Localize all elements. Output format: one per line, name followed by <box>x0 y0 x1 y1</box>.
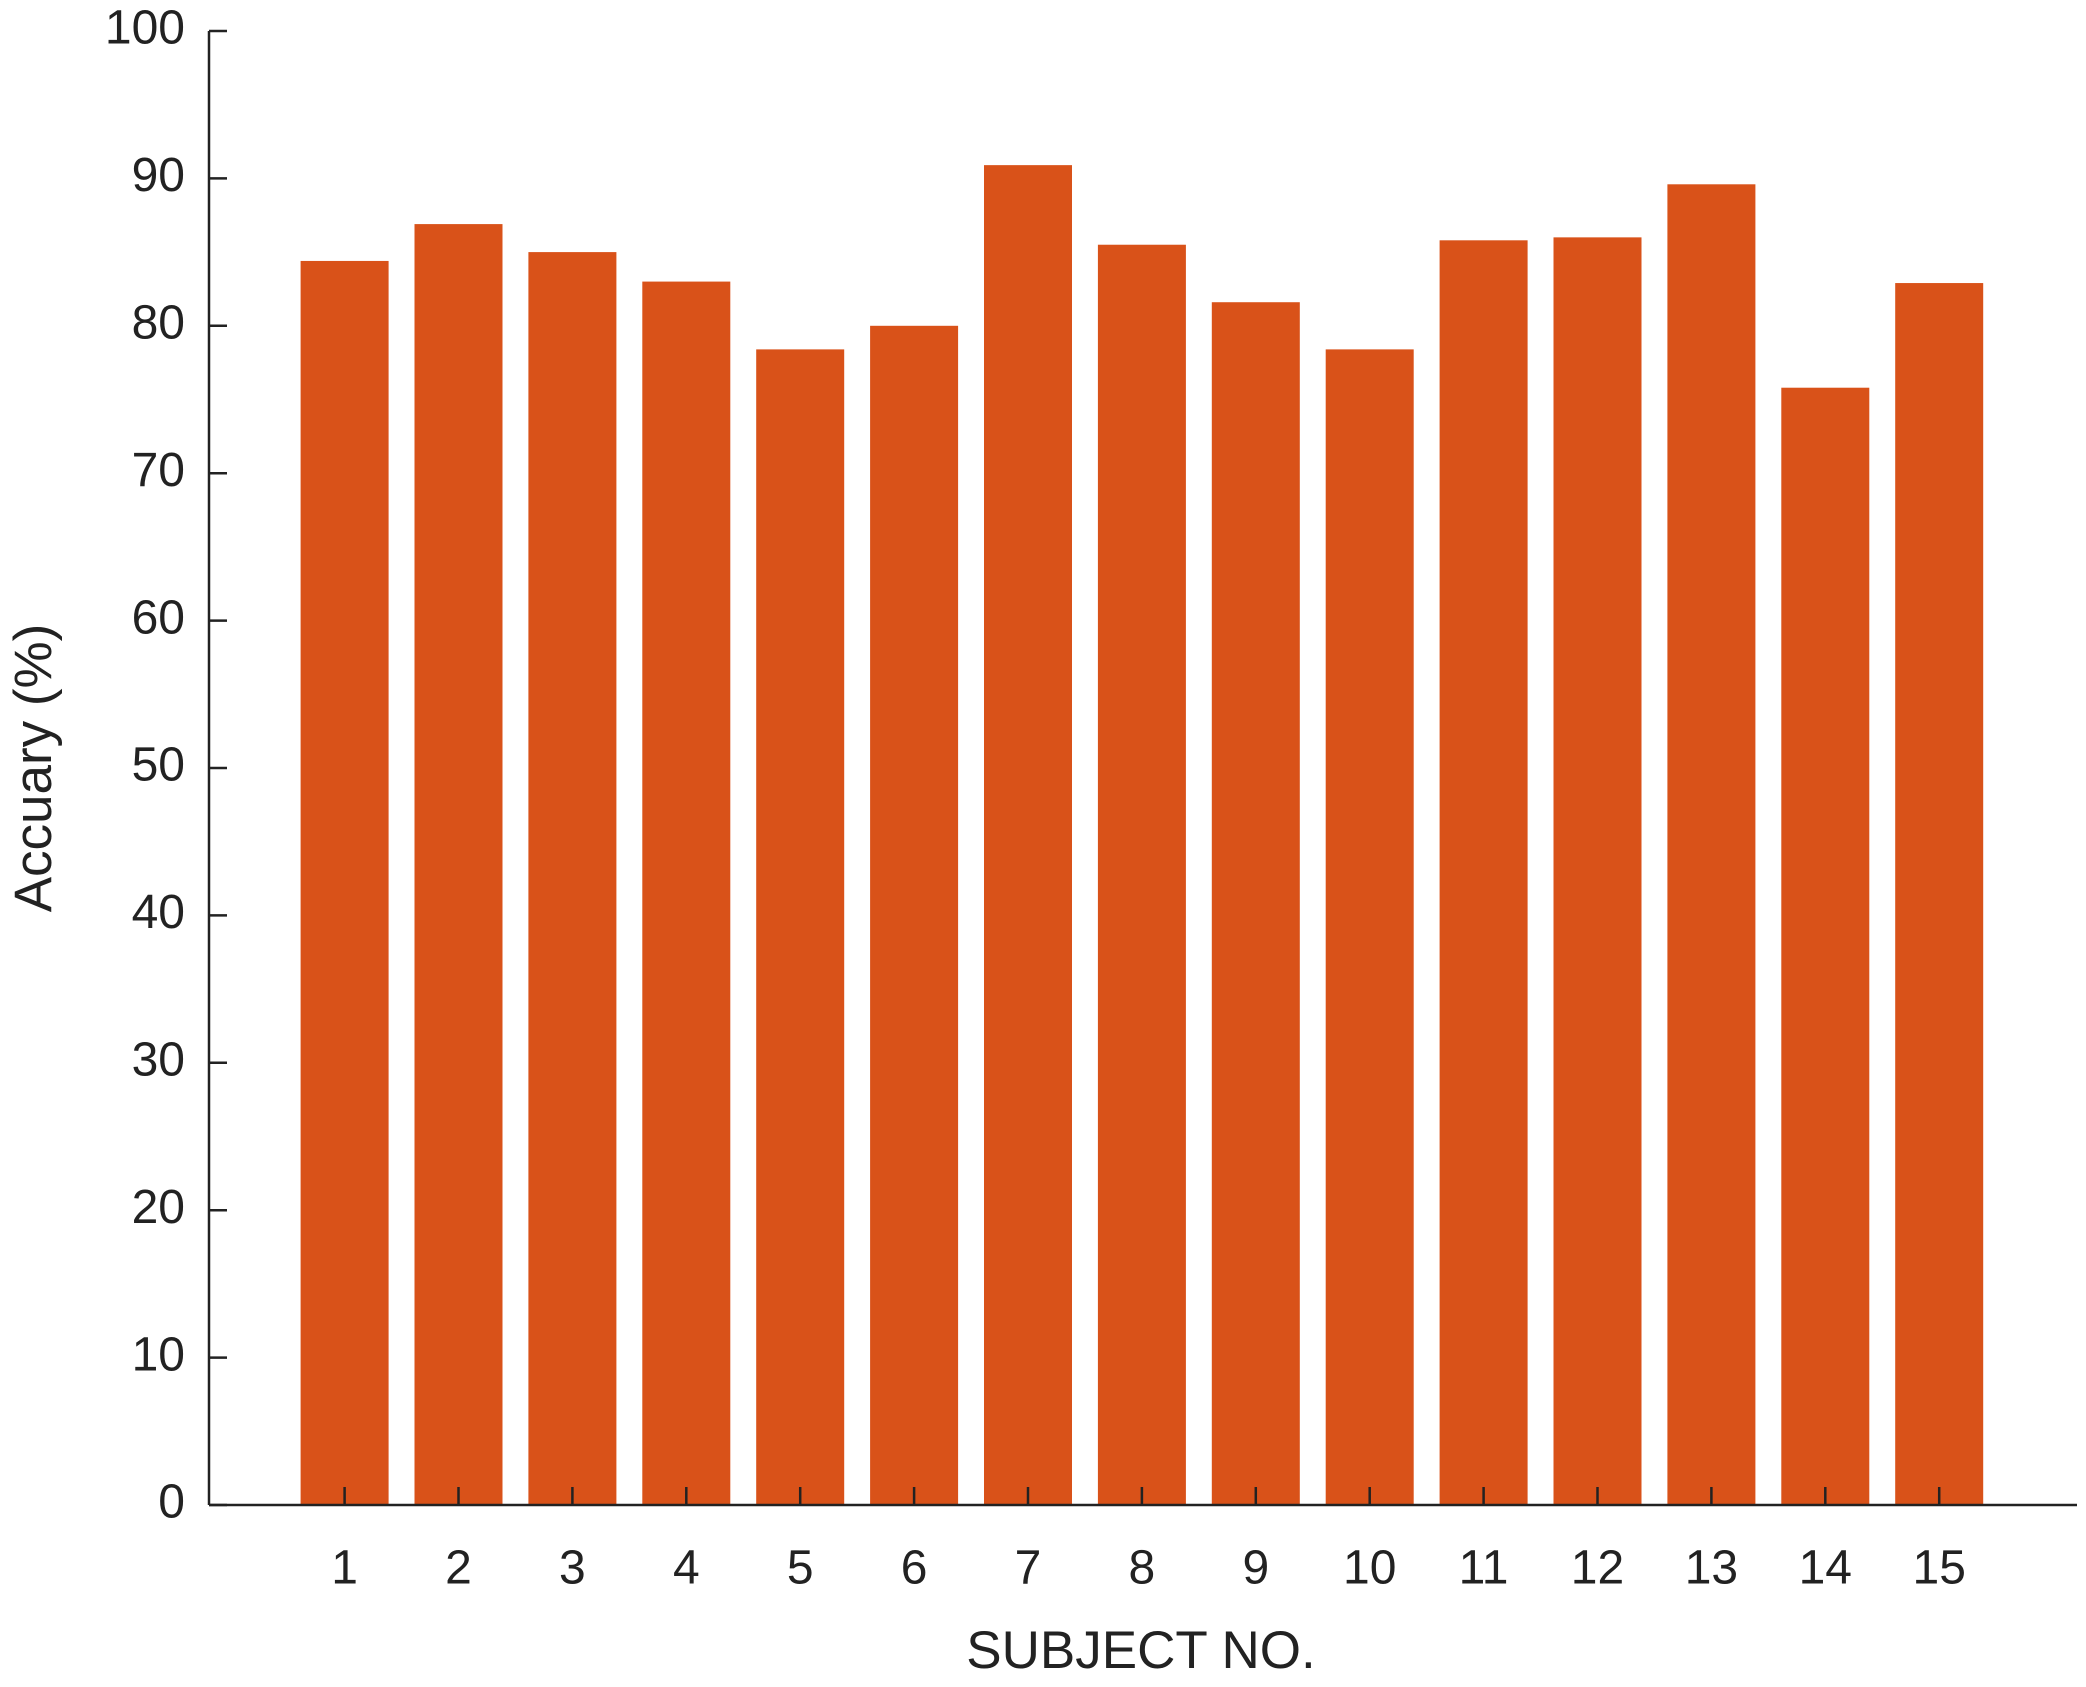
bar <box>1097 244 1186 1506</box>
y-tick-label: 40 <box>132 886 185 939</box>
bar <box>1895 283 1984 1506</box>
y-tick-label: 80 <box>132 296 185 349</box>
y-tick-label: 60 <box>132 591 185 644</box>
x-tick-label: 3 <box>559 1542 586 1595</box>
x-tick-label: 15 <box>1913 1542 1966 1595</box>
bar <box>1667 184 1756 1505</box>
bar <box>414 224 503 1505</box>
x-tick-label: 5 <box>787 1542 814 1595</box>
y-axis-label: Accuary (%) <box>4 624 63 913</box>
y-tick-label: 50 <box>132 739 185 792</box>
y-tick-label: 10 <box>132 1328 185 1381</box>
bar <box>1211 302 1300 1505</box>
bar <box>1439 240 1528 1506</box>
y-tick-label: 30 <box>132 1033 185 1086</box>
y-tick-label: 70 <box>132 444 185 497</box>
bar <box>642 281 731 1506</box>
x-tick-label: 9 <box>1242 1542 1269 1595</box>
y-tick-label: 100 <box>105 2 185 55</box>
x-axis-label: SUBJECT NO. <box>966 1621 1315 1680</box>
x-tick-label: 10 <box>1343 1542 1396 1595</box>
y-tick-label: 20 <box>132 1181 185 1234</box>
x-tick-label: 1 <box>331 1542 358 1595</box>
x-tick-label: 13 <box>1685 1542 1738 1595</box>
x-tick-label: 12 <box>1571 1542 1624 1595</box>
x-tick-label: 14 <box>1799 1542 1852 1595</box>
x-tick-label: 8 <box>1129 1542 1156 1595</box>
x-tick-label: 7 <box>1015 1542 1042 1595</box>
bar <box>984 165 1072 1505</box>
x-tick-label: 6 <box>901 1542 928 1595</box>
bar <box>1325 349 1414 1505</box>
bar <box>870 325 959 1505</box>
bar <box>1781 387 1870 1505</box>
bar <box>528 252 617 1506</box>
bar <box>1553 237 1642 1506</box>
bar <box>756 349 845 1505</box>
y-tick-label: 90 <box>132 149 185 202</box>
y-tick-label: 0 <box>158 1476 185 1529</box>
bar <box>300 260 389 1506</box>
x-tick-label: 11 <box>1459 1542 1509 1595</box>
x-tick-label: 2 <box>445 1542 472 1595</box>
x-tick-label: 4 <box>673 1542 700 1595</box>
